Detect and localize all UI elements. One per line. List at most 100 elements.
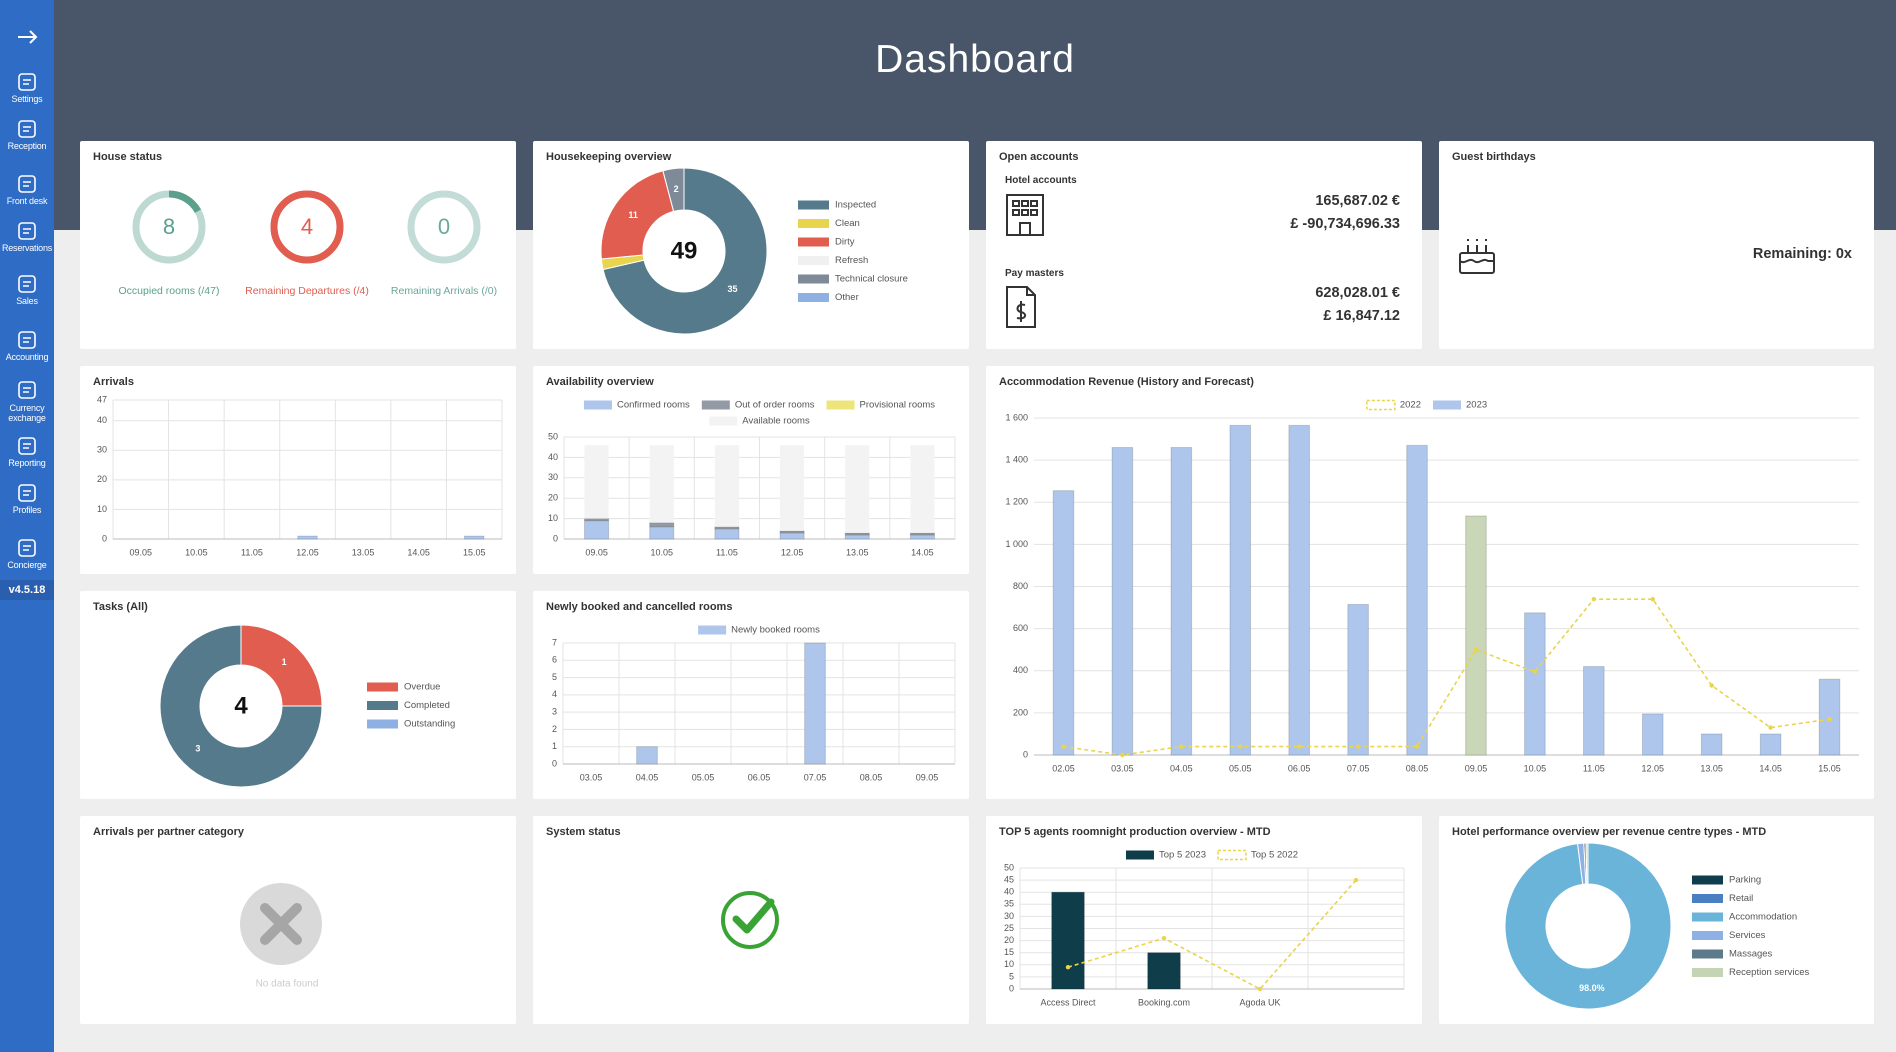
legend: 2022 2023 (1366, 400, 1487, 411)
menu-icon[interactable] (0, 537, 54, 559)
y-tick-label: 10 (1004, 959, 1014, 969)
bar (780, 445, 805, 531)
gauge-label: Remaining Departures (/4) (245, 285, 369, 297)
amount: £ -90,734,696.33 (1290, 216, 1400, 232)
menu-label[interactable]: Concierge (7, 560, 47, 570)
amount: £ 16,847.12 (1323, 308, 1400, 324)
top-agents-card: TOP 5 agents roomnight production overvi… (986, 816, 1422, 1024)
bar (1288, 424, 1310, 756)
x-tick-label: Booking.com (1138, 997, 1190, 1007)
menu-label[interactable]: Reporting (8, 458, 46, 468)
menu-label[interactable]: Profiles (12, 505, 42, 515)
x-tick-label: 15.05 (463, 547, 486, 557)
y-tick-label: 3 (552, 707, 557, 717)
gauge-arc (168, 190, 202, 213)
x-tick-label: 12.05 (296, 547, 319, 557)
menu-label[interactable]: Sales (16, 296, 38, 306)
sidebar: v4.5.18 Settings Reception Front desk Reser… (0, 0, 54, 1052)
menu-icon[interactable] (0, 118, 54, 140)
legend-swatch (1692, 875, 1723, 885)
y-tick-label: 50 (1004, 862, 1014, 872)
x-tick-label: 08.05 (1406, 763, 1429, 773)
chart: 0 10 20 30 40 50 09.05 10.05 11.05 12.05 13.05 14.0… (548, 400, 956, 557)
menu-label[interactable]: Currency exchange (8, 403, 46, 423)
y-tick-label: 5 (1009, 971, 1014, 981)
menu-icon[interactable] (0, 435, 54, 457)
x-tick-label: 03.05 (580, 772, 603, 782)
legend: Available rooms (709, 416, 810, 427)
card-title: Availability overview (546, 376, 654, 388)
point (1179, 744, 1184, 749)
group-label: Hotel accounts (1005, 175, 1077, 186)
arrivals-card: Arrivals 0 10 20 30 40 47 09.05 10.05 11.05 12.05 1… (80, 366, 516, 574)
x-tick-label: 14.05 (1759, 763, 1782, 773)
slice-label: 98.0% (1579, 983, 1605, 993)
gauge-label: Remaining Arrivals (/0) (391, 285, 497, 297)
icon-shape (18, 437, 36, 455)
legend-swatch (1692, 931, 1723, 940)
point (1768, 725, 1773, 730)
point (1355, 744, 1361, 749)
card-title: System status (546, 826, 621, 838)
legend-swatch (367, 682, 398, 692)
y-tick-label: 1 400 (1005, 455, 1028, 465)
menu-label[interactable]: Accounting (5, 352, 49, 362)
menu-icon[interactable] (0, 71, 54, 93)
menu-label[interactable]: Reservations (1, 243, 53, 253)
line (1067, 879, 1357, 991)
bar (463, 535, 485, 540)
legend-label: Retail (1729, 893, 1753, 904)
legend: Newly booked rooms (698, 625, 820, 636)
cake-icon (1459, 239, 1495, 274)
legend-label: Other (835, 292, 859, 303)
icon-shape (23, 79, 31, 85)
x-tick-label: 13.05 (1700, 763, 1723, 773)
menu-label[interactable]: Settings (11, 94, 43, 104)
legend-label: Outstanding (404, 719, 455, 730)
gauge-value: 0 (438, 214, 450, 239)
menu-icon[interactable] (0, 220, 54, 242)
legend-swatch (698, 625, 727, 635)
menu-icon[interactable] (0, 273, 54, 295)
x-tick-label: 04.05 (636, 772, 659, 782)
amount: 165,687.02 € (1315, 193, 1400, 209)
x-tick-label: Agoda UK (1239, 997, 1280, 1007)
legend-label: Services (1729, 930, 1766, 941)
menu-label[interactable]: Front desk (6, 196, 48, 206)
open-accounts-card: Open accounts Hotel accounts 165,687.02 … (986, 141, 1422, 349)
menu-label[interactable]: Reception (7, 141, 47, 151)
point (1473, 647, 1479, 652)
menu-icon[interactable] (0, 173, 54, 195)
remaining: Remaining: 0x (1752, 246, 1852, 262)
bar (1524, 612, 1546, 756)
point (1532, 669, 1538, 675)
expand-arrow[interactable] (0, 15, 54, 65)
slice-label: 2 (674, 184, 679, 194)
legend-swatch (1692, 912, 1723, 922)
bar (1641, 713, 1664, 756)
x-tick-label: 02.05 (1052, 763, 1075, 773)
accommodation-revenue-card: Accommodation Revenue (History and Forec… (986, 366, 1874, 799)
chart: Parking Retail 98.0% Accommodation Services M… (1504, 842, 1810, 1010)
y-tick-label: 25 (1004, 923, 1014, 933)
legend-swatch (1433, 400, 1461, 410)
menu-icon[interactable] (0, 379, 54, 401)
point (1061, 744, 1066, 749)
legend-label: Dirty (835, 237, 855, 248)
point (1353, 877, 1359, 883)
legend-label: Reception services (1729, 967, 1810, 978)
donut-slice (1585, 842, 1589, 885)
menu-icon[interactable] (0, 329, 54, 351)
bar (584, 520, 610, 540)
menu-icon[interactable] (0, 482, 54, 504)
x-tick-label: 05.05 (1229, 763, 1252, 773)
bar (910, 445, 935, 533)
icon-shape (18, 175, 36, 193)
card-title: Arrivals per partner category (93, 826, 245, 838)
icon-shape (18, 275, 36, 293)
bar (1465, 515, 1487, 756)
x-tick-label: 09.05 (916, 772, 939, 782)
bar (1170, 446, 1193, 756)
point (1591, 596, 1597, 602)
bar (714, 528, 740, 540)
